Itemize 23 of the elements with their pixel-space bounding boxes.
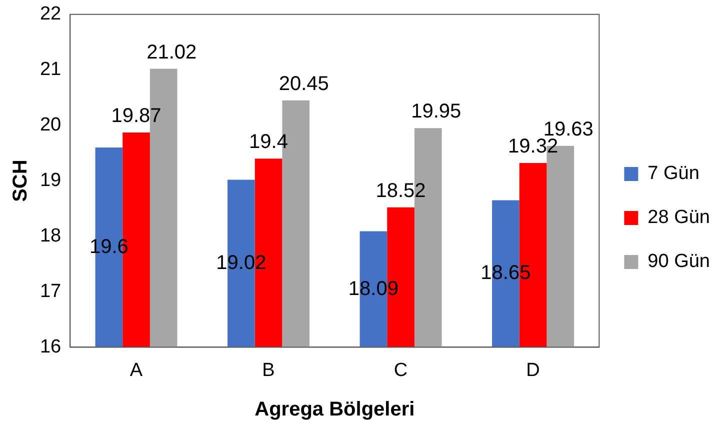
legend-label: 7 Gün	[648, 163, 700, 184]
data-label: 19.87	[111, 105, 162, 128]
data-label: 18.52	[376, 180, 426, 202]
data-label: 21.02	[146, 41, 197, 64]
y-tick-label: 19	[40, 170, 62, 192]
legend-label: 28 Gün	[648, 207, 710, 228]
x-tick-label: C	[394, 360, 408, 381]
data-label: 20.45	[278, 72, 329, 95]
y-tick-label: 18	[40, 226, 62, 246]
data-label: 19.32	[508, 136, 558, 158]
y-tick-label: 17	[40, 280, 62, 302]
x-tick-label: A	[130, 360, 143, 381]
x-axis-title: Agrega Bölgeleri	[254, 398, 415, 421]
legend-label: 90 Gün	[648, 251, 710, 272]
x-tick-label: D	[526, 360, 540, 381]
y-axis-title: SCH	[10, 160, 32, 202]
data-label: 19.95	[411, 100, 462, 123]
data-label: 19.4	[249, 131, 288, 154]
y-tick-label: 16	[40, 336, 62, 358]
y-tick-label: 22	[40, 4, 62, 25]
y-tick-label: 21	[40, 59, 62, 80]
y-tick-label: 20	[40, 114, 62, 136]
x-tick-label: B	[262, 360, 275, 381]
